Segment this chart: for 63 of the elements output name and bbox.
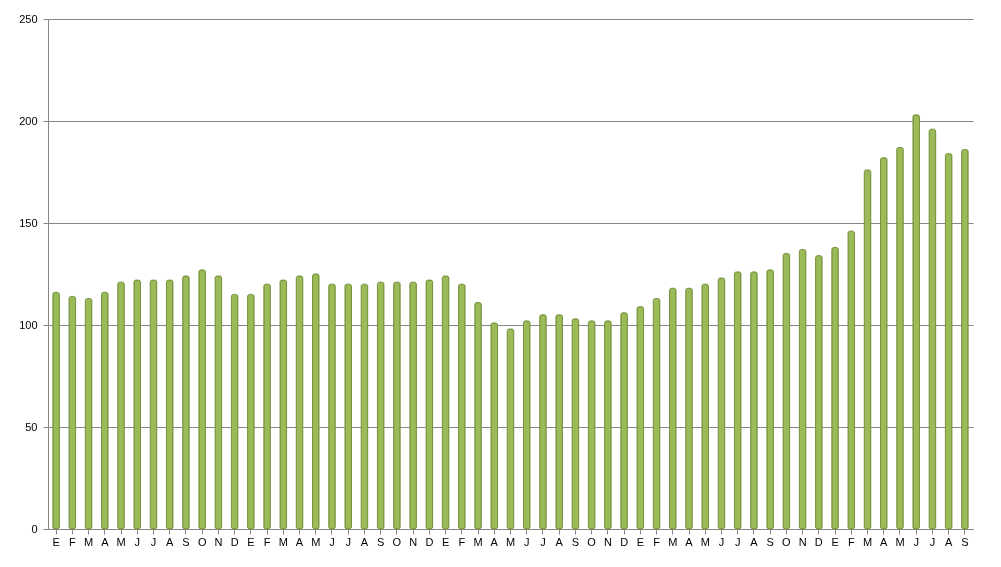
x-tick-label: A xyxy=(685,535,694,548)
x-tick-label: J xyxy=(329,535,335,548)
x-tick-label: M xyxy=(278,535,288,548)
x-tick-label: E xyxy=(247,535,255,548)
x-tick-label: M xyxy=(116,535,126,548)
x-tick-label: N xyxy=(798,535,807,548)
x-tick-label: E xyxy=(52,535,60,548)
y-tick-label: 200 xyxy=(19,114,38,127)
x-tick-label: O xyxy=(392,535,402,548)
x-tick-label: S xyxy=(766,535,774,548)
x-tick-label: D xyxy=(814,535,823,548)
x-tick-label: A xyxy=(880,535,889,548)
y-tick-label: 100 xyxy=(19,318,38,331)
x-tick-label: F xyxy=(263,535,271,548)
x-tick-label: J xyxy=(134,535,140,548)
x-tick-label: E xyxy=(441,535,450,548)
x-tick-label: E xyxy=(831,535,839,548)
x-tick-label: J xyxy=(734,535,741,548)
x-tick-label: N xyxy=(214,535,223,548)
x-tick-label: M xyxy=(505,535,516,548)
x-tick-label: J xyxy=(523,535,530,548)
x-tick-label: A xyxy=(944,535,953,548)
x-tick-label: S xyxy=(961,535,969,548)
x-tick-label: J xyxy=(718,535,725,548)
x-tick-label: S xyxy=(571,535,580,548)
x-tick-label: D xyxy=(620,535,629,548)
x-tick-label: M xyxy=(473,535,483,548)
x-tick-label: S xyxy=(182,535,190,548)
x-tick-label: J xyxy=(929,535,936,548)
x-tick-label: A xyxy=(750,535,759,548)
x-tick-label: M xyxy=(700,535,710,548)
x-tick-label: A xyxy=(490,535,499,548)
x-tick-label: D xyxy=(230,535,239,548)
y-tick-label: 150 xyxy=(19,216,38,229)
x-tick-label: A xyxy=(555,535,564,548)
x-tick-label: O xyxy=(587,535,597,548)
x-tick-label: O xyxy=(197,535,207,548)
x-tick-label: F xyxy=(653,535,661,548)
x-tick-label: M xyxy=(311,535,321,548)
x-tick-label: A xyxy=(360,535,369,548)
x-tick-label: F xyxy=(458,535,466,548)
x-tick-label: J xyxy=(150,535,157,548)
y-tick-label: 0 xyxy=(31,522,38,535)
x-tick-label: J xyxy=(345,535,351,548)
x-tick-label: F xyxy=(847,535,855,548)
x-tick-label: E xyxy=(636,535,644,548)
x-tick-label: M xyxy=(668,535,678,548)
x-tick-label: F xyxy=(68,535,76,548)
x-tick-label: A xyxy=(101,535,110,548)
x-tick-label: J xyxy=(913,535,919,548)
x-tick-label: N xyxy=(603,535,612,548)
x-tick-label: M xyxy=(862,535,873,548)
x-tick-label: A xyxy=(166,535,175,548)
x-tick-label: M xyxy=(895,535,905,548)
y-tick-label: 50 xyxy=(25,420,38,433)
x-tick-label: O xyxy=(782,535,792,548)
x-tick-label: D xyxy=(425,535,434,548)
x-tick-label: S xyxy=(377,535,385,548)
y-tick-label: 250 xyxy=(19,12,38,25)
x-tick-label: J xyxy=(540,535,546,548)
x-tick-label: M xyxy=(83,535,94,548)
x-tick-label: A xyxy=(295,535,304,548)
x-tick-label: N xyxy=(409,535,418,548)
